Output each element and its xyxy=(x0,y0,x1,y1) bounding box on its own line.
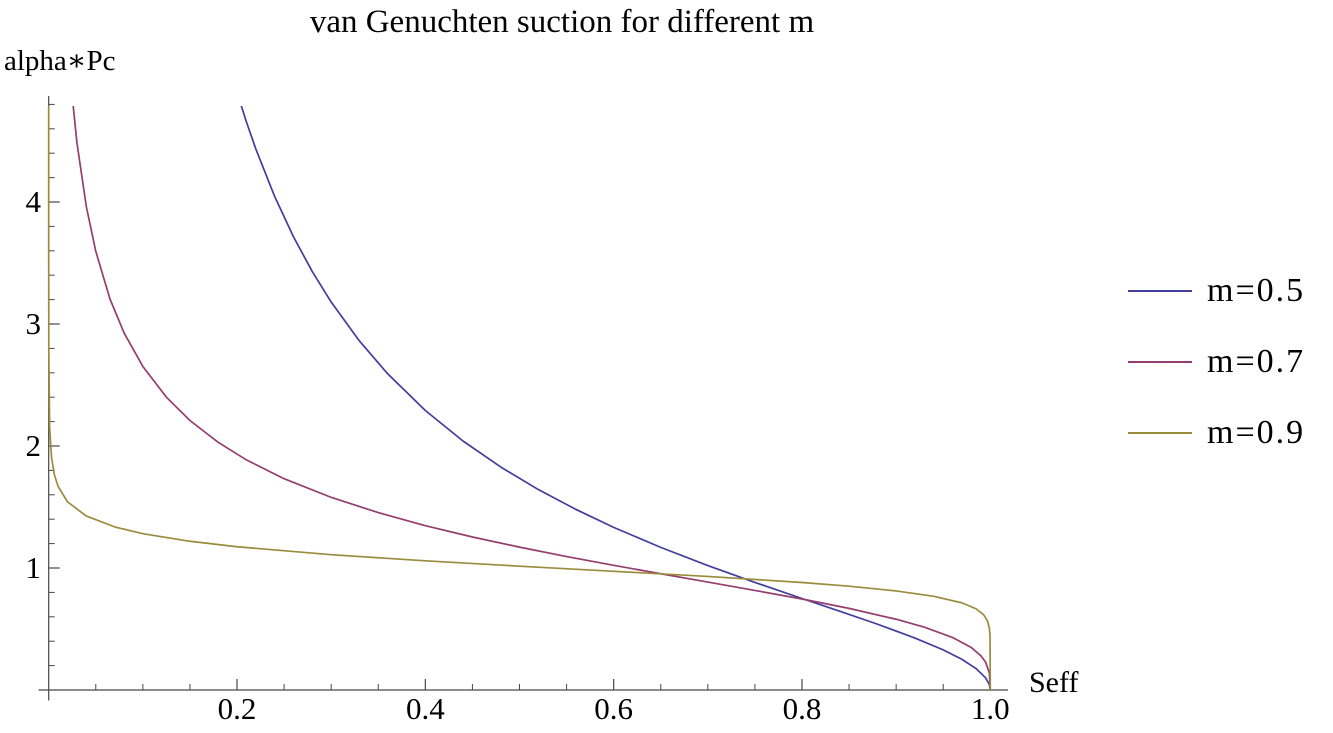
curve-m=0.7 xyxy=(72,106,992,691)
x-tick-label: 0.2 xyxy=(218,691,257,726)
y-tick-label: 3 xyxy=(26,306,42,341)
legend-item: m=0.7 xyxy=(1128,342,1305,382)
x-tick-label: 0.4 xyxy=(406,691,445,726)
y-tick-label: 2 xyxy=(26,428,42,463)
x-tick-label: 0.6 xyxy=(594,691,633,726)
y-axis-label: alpha∗Pc xyxy=(4,45,116,77)
y-tick-label: 1 xyxy=(26,550,42,585)
x-axis-label: Seff xyxy=(1029,666,1079,699)
legend-label: m=0.7 xyxy=(1207,343,1306,380)
legend-line-swatch xyxy=(1128,431,1192,435)
chart-title: van Genuchten suction for different m xyxy=(309,4,815,40)
x-tick-label: 0.8 xyxy=(783,691,822,726)
curve-m=0.9 xyxy=(47,106,992,691)
legend-line-swatch xyxy=(1128,360,1192,364)
x-tick-label: 1.0 xyxy=(971,691,1010,726)
legend-label: m=0.5 xyxy=(1207,272,1306,309)
y-tick-label: 4 xyxy=(26,184,42,219)
legend-item: m=0.9 xyxy=(1128,413,1305,453)
legend-line-swatch xyxy=(1128,289,1192,293)
curve-m=0.5 xyxy=(240,106,992,691)
legend-item: m=0.5 xyxy=(1128,271,1305,311)
legend-label: m=0.9 xyxy=(1207,414,1306,451)
